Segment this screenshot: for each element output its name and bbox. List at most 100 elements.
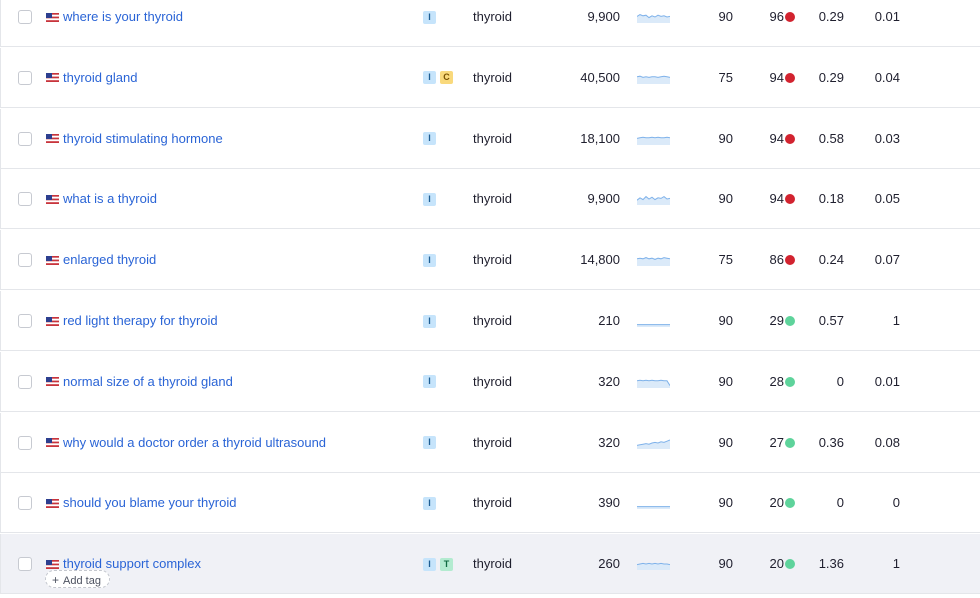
cpc-value: 0 (836, 495, 844, 511)
row-checkbox[interactable] (18, 192, 32, 207)
kd-percent: 28 (769, 373, 784, 389)
cpc-value: 0.58 (818, 130, 844, 146)
kd-level-dot (785, 437, 795, 448)
trend-sparkline (637, 136, 670, 145)
keyword-link[interactable]: should you blame your thyroid (63, 495, 237, 511)
kd-percent: 29 (769, 313, 784, 328)
kd-level-dot (785, 72, 795, 83)
trend-sparkline (637, 563, 670, 571)
keyword-difficulty-score: 90 (718, 495, 733, 511)
kd-percent: 27 (769, 434, 784, 450)
us-flag-icon (46, 316, 59, 326)
add-tag-label: Add tag (63, 575, 101, 588)
row-checkbox[interactable] (18, 70, 32, 85)
keyword-link[interactable]: what is a thyroid (63, 191, 157, 207)
us-flag-icon (46, 377, 59, 387)
keyword-difficulty-score: 75 (718, 69, 733, 85)
search-volume: 9,900 (587, 9, 620, 24)
intent-badge-i: I (423, 71, 436, 85)
kd-percent: 20 (769, 495, 784, 511)
keyword-link[interactable]: why would a doctor order a thyroid ultra… (63, 434, 327, 450)
topic-label: thyroid (473, 373, 513, 389)
add-tag-button[interactable]: + Add tag (45, 570, 110, 589)
kd-level-dot (785, 559, 795, 570)
search-volume: 40,500 (580, 69, 620, 85)
intent-badge-i: I (423, 496, 436, 510)
keyword-difficulty-score: 90 (718, 373, 733, 389)
search-volume: 14,800 (580, 252, 620, 268)
competition-value: 0.01 (874, 373, 900, 389)
row-checkbox[interactable] (18, 10, 32, 24)
kd-percent: 96 (769, 9, 784, 24)
competition-value: 1 (892, 556, 900, 572)
trend-sparkline (637, 506, 670, 510)
competition-value: 0.04 (874, 69, 900, 85)
intent-badge-i: I (423, 10, 436, 24)
row-checkbox[interactable] (18, 496, 32, 511)
competition-value: 0.08 (874, 434, 900, 450)
keyword-link[interactable]: thyroid stimulating hormone (63, 130, 223, 146)
kd-level-dot (785, 498, 795, 509)
topic-label: thyroid (473, 252, 513, 268)
us-flag-icon (46, 73, 59, 83)
topic-label: thyroid (473, 9, 513, 24)
row-checkbox[interactable] (18, 131, 32, 146)
row-checkbox[interactable] (18, 557, 32, 572)
us-flag-icon (46, 12, 59, 22)
us-flag-icon (46, 498, 59, 508)
search-volume: 390 (598, 495, 620, 511)
cpc-value: 0.18 (818, 191, 844, 207)
keyword-link[interactable]: thyroid support complex (63, 556, 202, 572)
intent-badge-i: I (423, 132, 436, 146)
topic-label: thyroid (473, 434, 513, 450)
cpc-value: 1.36 (818, 556, 844, 572)
kd-level-dot (785, 133, 795, 144)
trend-sparkline (637, 439, 670, 449)
search-volume: 320 (598, 434, 620, 450)
row-checkbox[interactable] (18, 435, 32, 450)
keyword-link[interactable]: where is your thyroid (63, 9, 183, 24)
keyword-difficulty-score: 90 (718, 556, 733, 572)
keyword-link[interactable]: thyroid gland (63, 69, 138, 85)
keyword-link[interactable]: enlarged thyroid (63, 252, 157, 268)
intent-badge-t: T (440, 557, 453, 571)
trend-sparkline (637, 75, 670, 84)
search-volume: 260 (598, 556, 620, 572)
search-volume: 320 (598, 373, 620, 389)
cpc-value: 0.57 (818, 313, 844, 328)
row-checkbox[interactable] (18, 253, 32, 268)
topic-label: thyroid (473, 130, 513, 146)
us-flag-icon (46, 255, 59, 265)
trend-sparkline (637, 14, 670, 23)
kd-level-dot (785, 12, 795, 22)
row-checkbox[interactable] (18, 314, 32, 328)
intent-badge-i: I (423, 253, 436, 267)
topic-label: thyroid (473, 313, 513, 328)
row-checkbox[interactable] (18, 374, 32, 389)
competition-value: 0 (892, 495, 900, 511)
kd-level-dot (785, 255, 795, 266)
competition-value: 0.03 (874, 130, 900, 146)
us-flag-icon (46, 194, 59, 204)
keyword-link[interactable]: red light therapy for thyroid (63, 313, 218, 328)
intent-badge-i: I (423, 314, 436, 328)
keyword-link[interactable]: normal size of a thyroid gland (63, 373, 233, 389)
search-volume: 18,100 (580, 130, 620, 146)
competition-value: 1 (892, 313, 900, 328)
intent-badge-i: I (423, 192, 436, 206)
intent-badge-i: I (423, 375, 436, 389)
us-flag-icon (46, 134, 59, 144)
competition-value: 0.01 (874, 9, 900, 24)
keyword-difficulty-score: 90 (718, 191, 733, 207)
intent-badge-c: C (440, 71, 453, 85)
plus-icon: + (52, 573, 60, 588)
kd-percent: 20 (769, 556, 784, 572)
